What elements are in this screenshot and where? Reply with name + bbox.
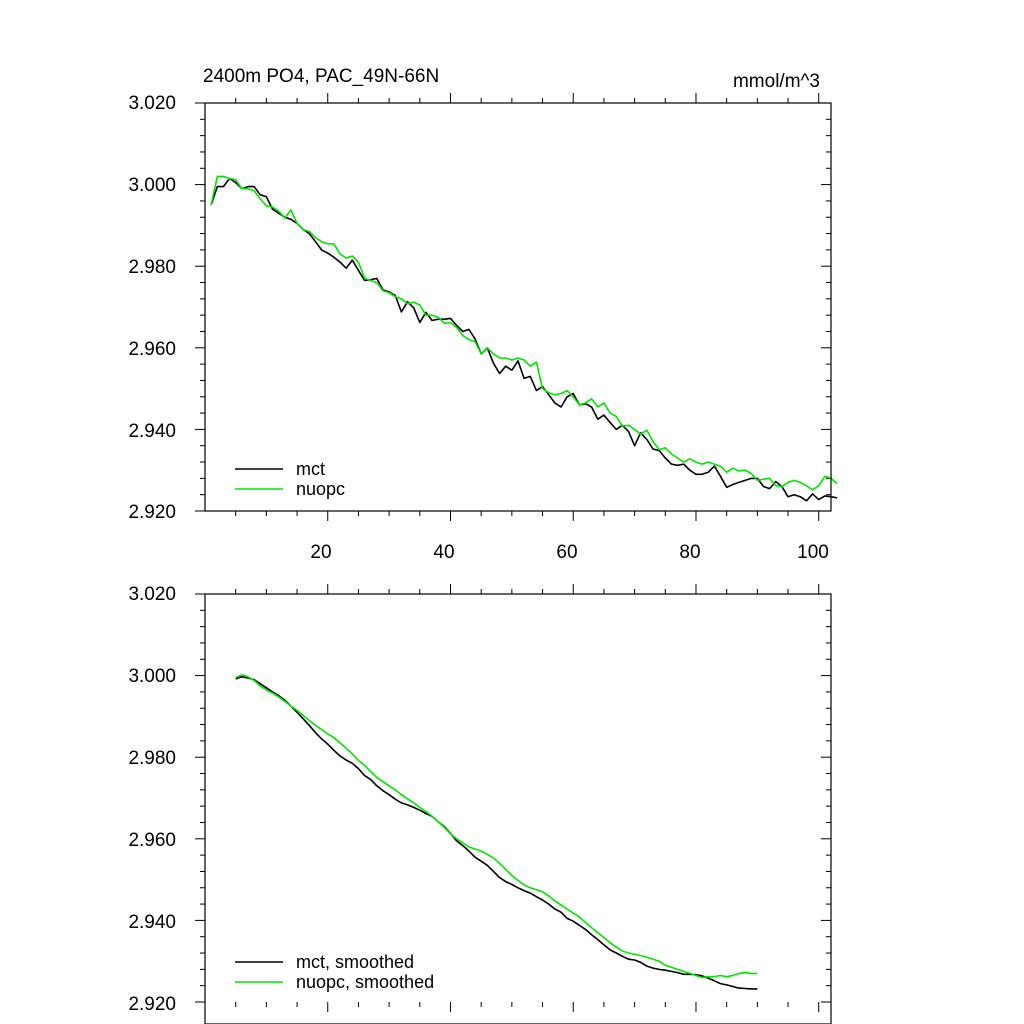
units-label: mmol/m^3 xyxy=(733,71,820,92)
y-tick-label: 2.960 xyxy=(128,830,176,851)
legend-label-mct-smoothed: mct, smoothed xyxy=(296,952,414,972)
y-tick-label: 3.020 xyxy=(128,93,176,114)
x-tick-label: 100 xyxy=(797,542,829,563)
top-chart-panel: 2400m PO4, PAC_49N-66N mmol/m^3 3.020 3.… xyxy=(128,66,838,563)
axis-ticks xyxy=(195,584,831,1012)
chart-title: 2400m PO4, PAC_49N-66N xyxy=(203,66,439,87)
x-tick-labels: 20 40 60 80 100 xyxy=(310,542,828,563)
series-line-nuopc-smoothed xyxy=(235,673,758,979)
axis-ticks xyxy=(195,93,831,521)
y-tick-labels: 3.020 3.000 2.980 2.960 2.940 2.920 xyxy=(128,93,176,523)
y-tick-label: 2.920 xyxy=(128,502,176,523)
x-tick-label: 60 xyxy=(556,542,577,563)
series-lines xyxy=(235,673,758,990)
legend: mct, smoothed nuopc, smoothed xyxy=(235,952,434,992)
series-line-mct-smoothed xyxy=(235,675,758,990)
y-tick-label: 2.920 xyxy=(128,994,176,1015)
x-tick-label: 80 xyxy=(679,542,700,563)
y-tick-labels: 3.020 3.000 2.980 2.960 2.940 2.920 xyxy=(128,584,176,1015)
legend-label-nuopc: nuopc xyxy=(296,479,345,499)
series-line-mct xyxy=(210,177,838,502)
y-tick-label: 3.000 xyxy=(128,666,176,687)
y-tick-label: 3.020 xyxy=(128,584,176,605)
y-tick-label: 2.980 xyxy=(128,748,176,769)
series-line-nuopc xyxy=(210,175,838,491)
y-tick-label: 2.960 xyxy=(128,339,176,360)
legend-label-nuopc-smoothed: nuopc, smoothed xyxy=(296,972,434,992)
x-tick-label: 40 xyxy=(433,542,454,563)
plot-frame xyxy=(204,593,832,1024)
legend: mct nuopc xyxy=(235,459,345,499)
y-tick-label: 2.940 xyxy=(128,912,176,933)
plot-frame xyxy=(204,102,832,512)
series-lines xyxy=(210,175,838,502)
legend-label-mct: mct xyxy=(296,459,325,479)
y-tick-label: 2.940 xyxy=(128,421,176,442)
y-tick-label: 3.000 xyxy=(128,175,176,196)
y-tick-label: 2.980 xyxy=(128,257,176,278)
x-tick-label: 20 xyxy=(310,542,331,563)
bottom-chart-panel: 3.020 3.000 2.980 2.960 2.940 2.920 mct,… xyxy=(128,584,832,1024)
